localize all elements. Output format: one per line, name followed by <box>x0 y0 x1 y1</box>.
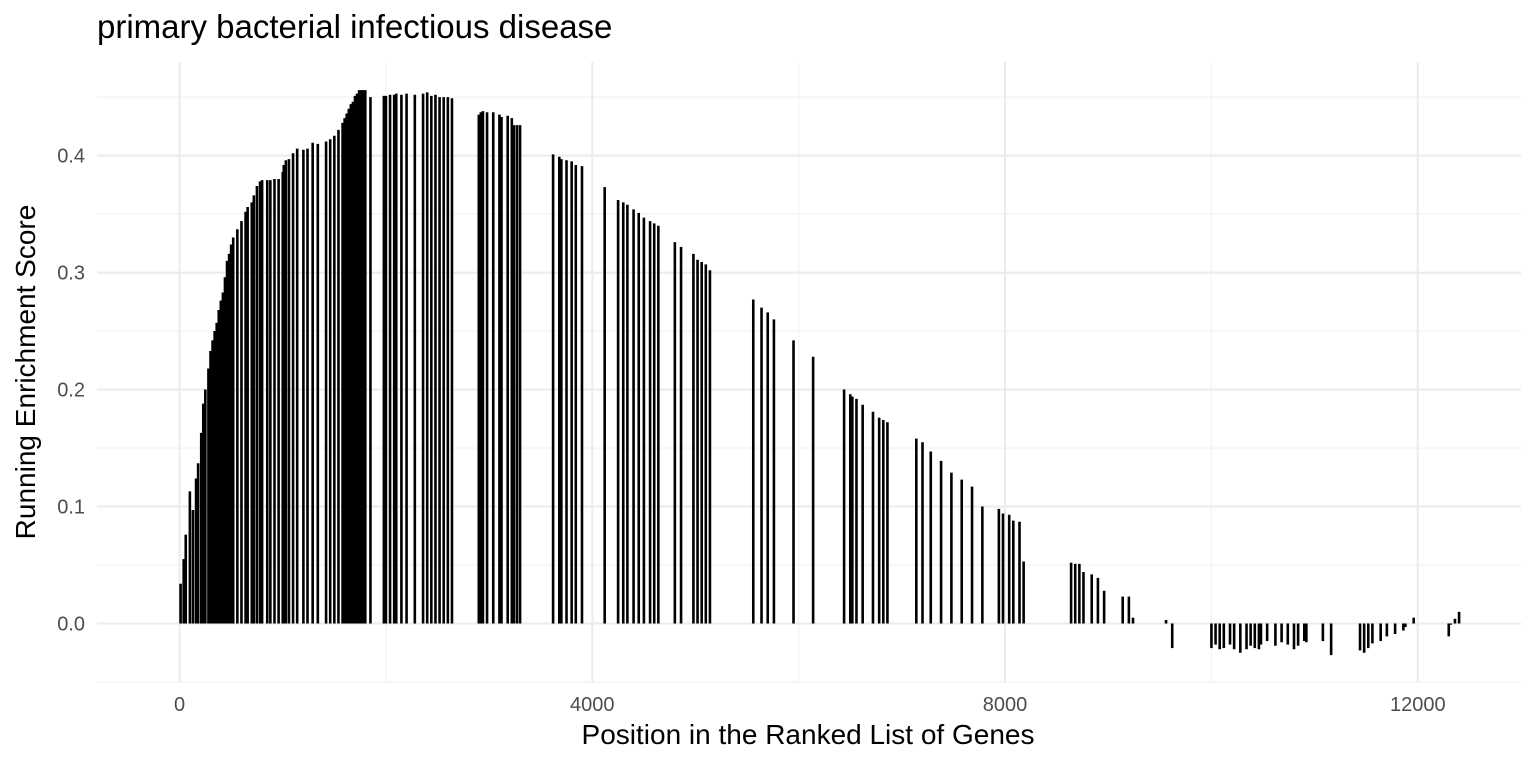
bars <box>179 90 1461 656</box>
x-tick-label: 0 <box>174 694 185 716</box>
x-tick-label: 8000 <box>983 694 1028 716</box>
y-tick-label: 0.2 <box>57 380 85 402</box>
y-tick-label: 0.1 <box>57 497 85 519</box>
grid-lines <box>97 62 1521 683</box>
tick-labels: 0 4000 8000 12000 0.0 0.1 0.2 0.3 0.4 <box>57 146 1445 716</box>
x-tick-label: 4000 <box>570 694 615 716</box>
y-tick-label: 0.4 <box>57 146 85 168</box>
y-tick-label: 0.0 <box>57 614 85 636</box>
y-tick-label: 0.3 <box>57 263 85 285</box>
x-tick-label: 12000 <box>1390 694 1446 716</box>
x-axis-label: Position in the Ranked List of Genes <box>581 719 1035 750</box>
y-axis-label: Running Enrichment Score <box>10 204 41 540</box>
chart-title: primary bacterial infectious disease <box>97 8 613 45</box>
